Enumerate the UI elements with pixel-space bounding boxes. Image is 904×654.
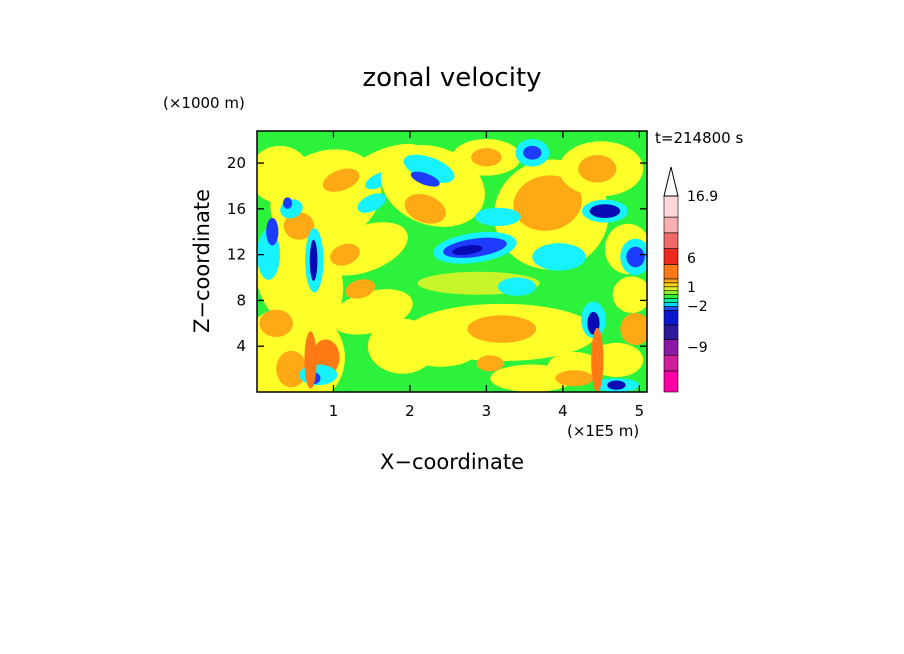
- y-tick-label: 20: [227, 154, 246, 172]
- colorbar-band: [663, 354, 679, 372]
- field-region: [532, 243, 586, 271]
- colorbar-band: [663, 216, 679, 234]
- field-region: [578, 155, 617, 183]
- x-tick-label: 1: [329, 402, 339, 420]
- field-region: [523, 145, 542, 160]
- colorbar-band: [663, 282, 679, 288]
- field-region: [620, 313, 647, 346]
- field-region: [304, 331, 317, 389]
- field-region: [612, 276, 647, 314]
- colorbar-label: 1: [687, 280, 696, 296]
- x-tick-label: 4: [558, 402, 568, 420]
- colorbar-band: [663, 370, 679, 393]
- colorbar-band: [663, 286, 679, 292]
- field-region: [257, 145, 311, 204]
- field-region: [322, 168, 360, 192]
- field-region: [276, 350, 307, 388]
- colorbar-extend-arrow: [663, 166, 679, 197]
- field-region: [357, 193, 386, 213]
- y-tick-label: 8: [236, 291, 246, 309]
- y-axis: 4 8 12 16 20: [227, 154, 647, 355]
- y-tick-label: 4: [236, 337, 246, 355]
- colorbar-band: [663, 302, 679, 307]
- field-region: [607, 380, 626, 390]
- colorbar-band: [663, 264, 679, 280]
- field-region: [497, 277, 537, 296]
- field-region: [471, 148, 502, 167]
- field-region: [513, 175, 582, 231]
- field-region: [403, 154, 455, 183]
- field-region: [283, 197, 293, 209]
- time-label: t=214800 s: [655, 129, 743, 147]
- colorbar-band: [663, 278, 679, 284]
- colorbar-label: −2: [687, 299, 708, 315]
- colorbar-band: [663, 290, 679, 295]
- colorbar-band: [663, 310, 679, 326]
- field-region: [476, 355, 504, 372]
- field-region: [410, 171, 440, 187]
- field-region: [474, 207, 521, 227]
- colorbar-band: [663, 195, 679, 218]
- chart-title: zonal velocity: [362, 63, 541, 93]
- x-axis-title: X−coordinate: [380, 450, 524, 474]
- colorbar-band: [663, 306, 679, 311]
- field-region: [345, 279, 376, 299]
- x-axis: 1 2 3 4 5: [329, 131, 644, 420]
- colorbar-band: [663, 248, 679, 265]
- colorbar-band: [663, 232, 679, 249]
- field-region: [404, 194, 446, 224]
- field-region: [330, 243, 360, 266]
- field-region: [591, 327, 604, 392]
- field-region: [626, 246, 645, 268]
- field-region: [402, 330, 479, 367]
- plot-frame: [256, 130, 648, 393]
- colorbar-band: [663, 298, 679, 303]
- velocity-field: [257, 139, 647, 392]
- x-tick-label: 5: [635, 402, 645, 420]
- y-tick-label: 16: [227, 200, 246, 218]
- colorbar-band: [663, 294, 679, 299]
- field-region: [283, 212, 315, 240]
- field-region: [589, 204, 621, 218]
- x-tick-label: 2: [405, 402, 415, 420]
- colorbar-label: 16.9: [687, 189, 718, 205]
- field-region: [555, 370, 594, 387]
- field-region: [309, 239, 318, 281]
- colorbar-label: −9: [687, 340, 708, 356]
- y-axis-title: Z−coordinate: [190, 189, 214, 333]
- field-region: [266, 218, 279, 246]
- y-tick-label: 12: [227, 246, 246, 264]
- colorbar-band: [663, 339, 679, 356]
- colorbar-band: [663, 324, 679, 340]
- field-region: [452, 245, 483, 256]
- colorbar-label: 6: [687, 251, 696, 267]
- colorbar: 16.9 6 1 −2 −9: [663, 166, 718, 393]
- y-unit-label: (×1000 m): [163, 94, 245, 112]
- x-unit-label: (×1E5 m): [567, 422, 639, 440]
- x-tick-label: 3: [482, 402, 492, 420]
- field-region: [259, 309, 293, 338]
- plot-area: [257, 131, 647, 392]
- field-region: [467, 315, 537, 343]
